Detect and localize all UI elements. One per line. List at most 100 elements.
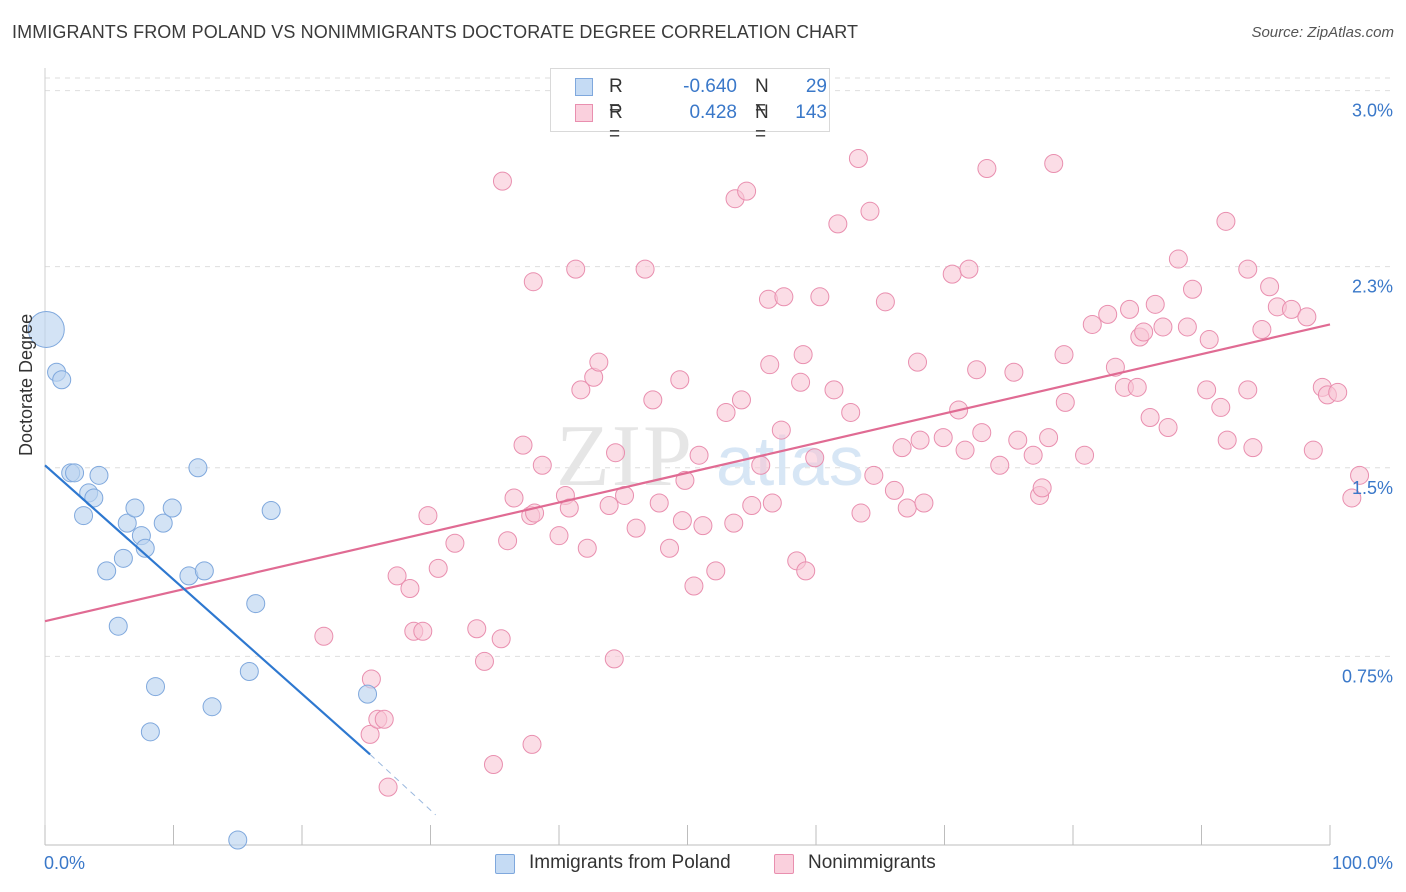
nonimmigrants-point <box>1217 430 1237 450</box>
nonimmigrants-point <box>884 480 904 500</box>
nonimmigrants-point <box>1216 211 1236 231</box>
poland-point <box>153 513 173 533</box>
legend-r-value-nonimmigrants: 0.428 <box>689 102 737 123</box>
axes-layer <box>44 68 1331 846</box>
nonimmigrants-point <box>977 159 997 179</box>
nonimmigrants-point <box>1199 330 1219 350</box>
nonimmigrants-point <box>771 420 791 440</box>
nonimmigrants-point <box>760 355 780 375</box>
nonimmigrants-point <box>1158 418 1178 438</box>
poland-point <box>239 661 259 681</box>
nonimmigrants-point <box>1252 319 1272 339</box>
nonimmigrants-point <box>1197 380 1217 400</box>
nonimmigrants-point <box>1044 154 1064 174</box>
nonimmigrants-point <box>1055 392 1075 412</box>
nonimmigrants-point <box>1134 322 1154 342</box>
nonimmigrants-point <box>577 538 597 558</box>
poland-point <box>261 501 281 521</box>
nonimmigrants-point <box>1328 382 1348 402</box>
nonimmigrants-point <box>1260 277 1280 297</box>
poland-point <box>135 538 155 558</box>
poland-point <box>52 370 72 390</box>
x-tick-label-min: 0.0% <box>44 853 85 873</box>
nonimmigrants-point <box>314 626 334 646</box>
nonimmigrants-point <box>1054 345 1074 365</box>
nonimmigrants-point <box>400 578 420 598</box>
y-tick-label: 3.0% <box>1352 101 1393 121</box>
nonimmigrants-point <box>643 390 663 410</box>
nonimmigrants-point <box>445 533 465 553</box>
nonimmigrants-point <box>724 513 744 533</box>
y-tick-label: 1.5% <box>1352 478 1393 498</box>
nonimmigrants-point <box>689 445 709 465</box>
bottom-legend-label-nonimmigrants: Nonimmigrants <box>808 852 936 873</box>
bottom-legend-swatch-poland <box>495 854 515 874</box>
nonimmigrants-point <box>1211 397 1231 417</box>
nonimmigrants-point <box>566 259 586 279</box>
poland-point <box>84 488 104 508</box>
y-tick-label: 2.3% <box>1352 277 1393 297</box>
nonimmigrants-point <box>672 511 692 531</box>
nonimmigrants-point <box>374 709 394 729</box>
nonimmigrants-point <box>522 734 542 754</box>
nonimmigrants-point <box>1127 377 1147 397</box>
nonimmigrants-point <box>1098 304 1118 324</box>
nonimmigrants-point <box>910 430 930 450</box>
poland-point <box>108 616 128 636</box>
poland-point <box>188 458 208 478</box>
poland-points <box>27 310 378 850</box>
nonimmigrants-point <box>684 576 704 596</box>
nonimmigrants-point <box>670 370 690 390</box>
nonimmigrants-point <box>1168 249 1188 269</box>
nonimmigrants-point <box>1140 407 1160 427</box>
nonimmigrants-point <box>841 402 861 422</box>
poland-trend-line <box>44 464 371 756</box>
nonimmigrants-point <box>864 465 884 485</box>
nonimmigrants-point <box>387 566 407 586</box>
nonimmigrants-point <box>649 493 669 513</box>
nonimmigrants-point <box>589 352 609 372</box>
nonimmigrants-point <box>1105 357 1125 377</box>
nonimmigrants-point <box>959 259 979 279</box>
nonimmigrants-point <box>914 493 934 513</box>
nonimmigrants-point <box>967 360 987 380</box>
legend-n-value-nonimmigrants: 143 <box>795 102 827 123</box>
poland-trend-extension <box>369 754 436 816</box>
nonimmigrants-point <box>828 214 848 234</box>
nonimmigrants-point <box>599 496 619 516</box>
legend-swatch-poland <box>575 78 593 96</box>
legend-r-value-poland: -0.640 <box>683 76 737 97</box>
nonimmigrants-point <box>1120 299 1140 319</box>
nonimmigrants-point <box>805 448 825 468</box>
nonimmigrants-point <box>955 440 975 460</box>
trend-layer <box>44 323 1331 816</box>
nonimmigrants-point <box>1297 307 1317 327</box>
nonimmigrants-point <box>606 443 626 463</box>
nonimmigrants-point <box>851 503 871 523</box>
nonimmigrants-point <box>428 558 448 578</box>
poland-point <box>194 561 214 581</box>
nonimmigrants-point <box>467 619 487 639</box>
poland-point <box>162 498 182 518</box>
y-axis-label: Doctorate Degree <box>16 313 36 456</box>
poland-point <box>358 684 378 704</box>
nonimmigrants-point <box>513 435 533 455</box>
nonimmigrants-point <box>1004 362 1024 382</box>
nonimmigrants-point <box>660 538 680 558</box>
nonimmigrants-point <box>1145 294 1165 314</box>
nonimmigrants-point <box>742 496 762 516</box>
nonimmigrants-point <box>360 724 380 744</box>
poland-point <box>125 498 145 518</box>
nonimmigrants-point <box>1183 279 1203 299</box>
nonimmigrants-point <box>737 181 757 201</box>
nonimmigrants-point <box>908 352 928 372</box>
nonimmigrants-point <box>972 423 992 443</box>
nonimmigrants-point <box>933 428 953 448</box>
poland-point <box>97 561 117 581</box>
nonimmigrants-point <box>498 531 518 551</box>
poland-point <box>228 830 248 850</box>
nonimmigrants-point <box>1153 317 1173 337</box>
poland-point <box>202 697 222 717</box>
poland-point <box>146 677 166 697</box>
